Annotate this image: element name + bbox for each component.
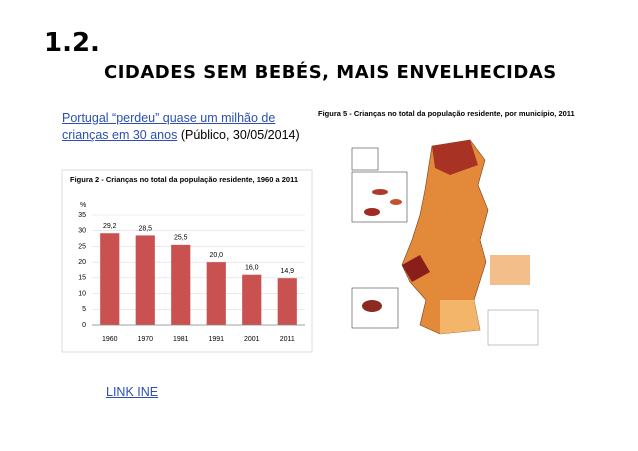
x-tick-label: 1970	[137, 336, 153, 343]
region	[432, 140, 478, 175]
bar	[242, 274, 262, 325]
y-tick-label: 30	[78, 228, 86, 235]
color-legend	[487, 309, 539, 346]
inset-frame	[351, 171, 408, 223]
y-tick-label: 10	[78, 290, 86, 297]
value-label: 25,5	[174, 235, 188, 242]
island	[390, 199, 402, 205]
bar	[171, 244, 191, 325]
x-tick-label: 2011	[280, 336, 295, 343]
article-source: (Público, 30/05/2014)	[180, 128, 300, 142]
inset-frame	[351, 287, 399, 329]
map-title: Figura 5 - Crianças no total da populaçã…	[318, 109, 575, 118]
bar	[277, 278, 297, 325]
y-tick-label: 5	[82, 306, 86, 313]
value-label: 20,0	[209, 252, 223, 259]
x-tick-label: 1981	[173, 336, 189, 343]
bar	[135, 235, 155, 325]
value-label: 29,2	[103, 223, 117, 230]
y-tick-label: 20	[78, 259, 86, 266]
article-link[interactable]: Portugal “perdeu” quase um milhão de cri…	[62, 111, 276, 142]
y-label: %	[80, 202, 86, 209]
island	[364, 208, 380, 216]
region	[440, 300, 480, 334]
region	[402, 255, 430, 282]
x-tick-label: 2001	[244, 336, 260, 343]
island	[362, 300, 382, 312]
island	[372, 189, 388, 195]
x-tick-label: 1991	[208, 336, 224, 343]
y-tick-label: 15	[78, 275, 86, 282]
ine-link[interactable]: LINK INE	[106, 385, 159, 399]
x-tick-label: 1960	[102, 336, 118, 343]
y-tick-label: 25	[78, 243, 86, 250]
pyramid-legend	[490, 255, 530, 285]
y-tick-label: 35	[78, 212, 86, 219]
section-title: CIDADES SEM BEBÉS, MAIS ENVELHECIDAS	[104, 62, 557, 83]
bar	[100, 233, 120, 325]
y-tick-label: 0	[82, 322, 86, 329]
section-number: 1.2.	[44, 28, 100, 58]
map-figure: Figura 5 - Crianças no total da populaçã…	[318, 109, 575, 346]
bar	[206, 262, 226, 325]
chart-title: Figura 2 - Crianças no total da populaçã…	[70, 175, 298, 184]
value-label: 28,5	[138, 225, 152, 232]
article-text: Portugal “perdeu” quase um milhão de cri…	[62, 110, 317, 144]
inset-frame	[351, 147, 379, 171]
value-label: 16,0	[245, 265, 259, 272]
value-label: 14,9	[280, 268, 294, 275]
